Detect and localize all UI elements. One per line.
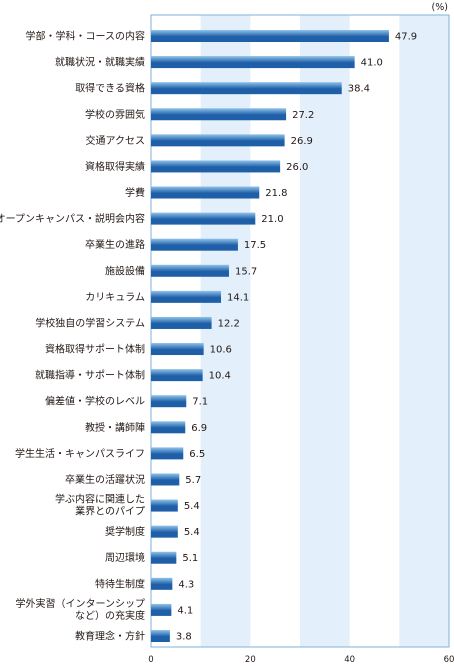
value-label: 4.1 (177, 605, 193, 616)
x-tick-label: 20 (245, 655, 256, 665)
category-label: 資格取得実績 (85, 160, 145, 173)
bar (151, 108, 287, 121)
category-label: カリキュラム (85, 291, 145, 303)
category-label: 特待生制度 (95, 577, 145, 590)
bar (151, 160, 281, 173)
value-label: 5.7 (185, 475, 201, 486)
bar (151, 82, 342, 95)
value-label: 26.9 (291, 136, 313, 147)
bar (151, 134, 285, 147)
category-label: 偏差値・学校のレベル (45, 395, 145, 408)
category-label: 学生生活・キャンパスライフ (15, 447, 145, 460)
value-label: 6.5 (189, 449, 205, 460)
value-label: 3.8 (176, 632, 192, 643)
bar (151, 499, 178, 512)
background-bands (200, 15, 449, 647)
band-stripe (399, 15, 449, 647)
category-label: 卒業生の活躍状況 (65, 473, 145, 486)
bar (151, 56, 355, 69)
category-label: 教育理念・方針 (75, 630, 145, 643)
bar (151, 264, 229, 277)
category-label: 施設設備 (105, 264, 145, 277)
x-tick-labels: 0 20 40 60 (148, 655, 454, 665)
value-label: 15.7 (235, 266, 257, 277)
bar (151, 447, 184, 460)
category-label: 交通アクセス (86, 134, 146, 147)
category-label: 奨学制度 (105, 525, 145, 538)
band-stripe (300, 15, 350, 647)
bars (151, 30, 389, 642)
value-label: 17.5 (244, 240, 266, 251)
x-tick-label: 0 (148, 655, 153, 665)
category-label: 就職指導・サポート体制 (35, 369, 145, 382)
category-label: 取得できる資格 (75, 82, 145, 95)
category-label: 学部・学科・コースの内容 (26, 30, 146, 43)
category-label: オープンキャンパス・説明会内容 (0, 212, 145, 225)
bar (151, 577, 173, 590)
category-label: 卒業生の進路 (85, 238, 145, 251)
bar (151, 603, 172, 616)
plot-frame (150, 14, 450, 648)
value-label: 4.3 (178, 579, 194, 590)
value-label: 47.9 (395, 32, 417, 43)
band-stripe (200, 15, 251, 647)
bar (151, 421, 186, 434)
category-label: 周辺環境 (105, 551, 145, 564)
bar (151, 343, 204, 356)
bar (151, 238, 238, 251)
bar (151, 186, 260, 199)
value-label: 5.4 (184, 527, 200, 538)
bar (151, 290, 222, 303)
value-label: 26.0 (286, 162, 308, 173)
category-label: 学費 (125, 186, 145, 199)
value-label: 6.9 (191, 423, 207, 434)
bar (151, 369, 203, 382)
category-label: 教授・講師陣 (85, 421, 145, 434)
bar (151, 212, 256, 225)
value-label: 38.4 (348, 84, 370, 95)
category-labels: 学部・学科・コースの内容就職状況・就職実績取得できる資格学校の雰囲気交通アクセス… (0, 30, 145, 643)
category-label: 学校の雰囲気 (85, 108, 145, 121)
value-label: 10.6 (210, 345, 232, 356)
value-labels: 47.9 41.0 38.4 27.2 26.9 26.0 21.8 21.0 17.5 15.7… (176, 32, 417, 643)
category-label: 就職状況・就職実績 (55, 56, 145, 69)
bar (151, 30, 389, 42)
bar (151, 395, 187, 408)
category-label: 資格取得サポート体制 (45, 343, 145, 356)
bar (151, 551, 177, 564)
value-label: 14.1 (227, 292, 249, 303)
bar (151, 630, 170, 642)
value-label: 10.4 (209, 371, 231, 382)
bar (151, 473, 180, 486)
value-label: 5.4 (184, 501, 200, 512)
value-label: 41.0 (361, 58, 383, 69)
category-label: 学ぶ内容に関連した業界とのパイプ (55, 493, 145, 518)
category-label: 学校独自の学習システム (35, 316, 145, 329)
value-label: 27.2 (292, 110, 314, 121)
unit-label: (%) (432, 2, 448, 13)
value-label: 21.8 (265, 188, 287, 199)
x-tick-label: 60 (444, 655, 454, 665)
value-label: 5.1 (182, 553, 198, 564)
value-label: 12.2 (218, 318, 240, 329)
bar (151, 316, 212, 329)
x-tick-label: 40 (344, 655, 355, 665)
bar (151, 525, 178, 538)
category-label: 学外実習（インターンシップなど）の充実度 (16, 597, 146, 622)
value-label: 21.0 (261, 214, 283, 225)
value-label: 7.1 (192, 397, 208, 408)
